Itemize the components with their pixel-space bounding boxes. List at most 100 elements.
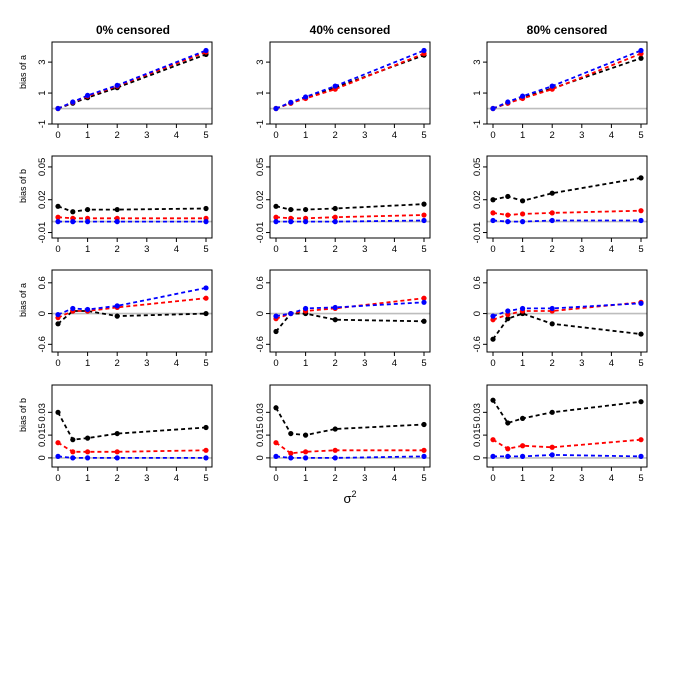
x-tick-label: 4 [174,358,179,369]
y-tick-label: -1 [255,120,266,128]
y-tick-label: 0.02 [37,190,48,209]
data-point-s1-1 [288,450,294,456]
x-tick-label: 3 [362,473,367,484]
series-line-0 [492,177,642,202]
series-line-0 [275,203,425,211]
series-line-0 [57,411,207,441]
x-tick-label: 1 [303,130,308,141]
data-point-s2-0 [273,313,279,319]
data-point-s1-4 [203,295,209,301]
x-tick-label: 1 [85,358,90,369]
x-tick-label: 2 [115,358,120,369]
data-point-s2-2 [85,219,91,225]
data-point-s2-2 [85,306,91,313]
data-point-s1-0 [490,317,496,323]
data-point-s0-4 [421,201,427,207]
data-point-s2-2 [303,455,309,461]
y-axis-label: bias of a [18,55,28,89]
y-tick-label: 0.05 [472,158,483,177]
data-point-s1-1 [505,212,511,218]
x-tick-label: 2 [333,473,338,484]
data-point-s2-0 [273,219,279,225]
data-point-s2-3 [114,303,120,309]
x-tick-label: 5 [421,244,426,255]
plot-frame [51,155,213,239]
x-tick-label: 5 [203,473,208,484]
plot-frame [486,269,648,353]
y-tick-label: 3 [37,59,48,64]
y-tick-label: 0 [255,311,266,316]
x-tick-label: 1 [520,473,525,484]
y-tick-label: 0.05 [255,158,266,177]
x-tick-label: 4 [392,244,397,255]
panel-r2-c0: 0 1 2 3 4 5 -0.6 0 0.6 bias of a [18,269,213,369]
x-tick-label: 0 [490,473,495,484]
series-line-1 [492,209,642,216]
panel-r1-c0: 0 1 2 3 4 5 -0.01 0.02 0.05 bias of b [18,155,213,255]
data-point-s2-3 [549,217,555,224]
data-point-s2-2 [520,93,526,99]
y-axis-label: bias of a [18,283,28,317]
y-tick-label: 0.03 [37,403,48,422]
x-tick-label: 3 [579,473,584,484]
y-tick-label: 3 [255,59,266,64]
data-point-s0-0 [273,328,279,335]
x-tick-label: 4 [609,473,614,484]
series-line-0 [275,312,425,333]
x-tick-label: 0 [55,473,60,484]
data-point-s2-4 [421,47,427,54]
data-point-s0-2 [303,432,309,438]
y-tick-label: 1 [472,90,483,95]
series-line-2 [493,453,642,458]
x-tick-label: 0 [273,473,278,484]
x-tick-label: 0 [273,358,278,369]
x-tick-label: 2 [550,358,555,369]
data-point-s1-0 [55,440,61,446]
data-point-s0-4 [421,421,427,428]
data-point-s2-3 [332,455,338,461]
x-tick-label: 4 [609,244,614,255]
data-point-s2-3 [549,305,555,312]
x-tick-label: 3 [362,244,367,255]
plot-frame [51,269,213,353]
data-point-s0-3 [549,321,555,327]
x-tick-label: 2 [115,473,120,484]
data-point-s1-0 [490,437,496,443]
panel-r0-c0: 0 1 2 3 4 5 -1 1 3 bias of a [18,41,213,141]
data-point-s0-0 [55,321,61,327]
data-point-s2-1 [288,219,294,225]
data-point-s1-0 [490,210,496,216]
series-line-1 [57,441,207,453]
data-point-s1-3 [549,444,555,450]
data-point-s1-3 [114,449,120,455]
data-point-s1-2 [520,211,526,217]
x-tick-label: 0 [490,244,495,255]
data-point-s0-4 [638,331,644,337]
x-axis-label-base: σ [343,491,351,506]
data-point-s2-1 [288,99,294,105]
x-tick-label: 1 [303,473,308,484]
data-point-s2-0 [55,311,61,318]
data-point-s0-1 [505,193,511,200]
data-point-s0-1 [288,206,294,213]
column-title-1: 40% censored [310,23,391,37]
plot-frame [269,41,431,125]
data-point-s0-4 [638,55,644,61]
y-tick-label: 0.6 [472,276,483,289]
data-point-s2-2 [520,453,526,459]
y-axis-label: bias of b [18,169,28,203]
y-tick-label: -0.6 [255,336,266,352]
y-tick-label: -1 [37,120,48,128]
data-point-s0-0 [273,203,279,209]
series-line-0 [492,399,642,425]
data-point-s0-3 [114,430,120,437]
data-point-s0-4 [421,318,427,324]
data-point-s1-0 [55,214,61,220]
data-point-s0-1 [70,437,76,443]
x-tick-label: 5 [638,130,643,141]
series-line-2 [275,49,425,110]
data-point-s1-0 [273,440,279,446]
x-tick-label: 1 [85,244,90,255]
data-point-s2-0 [55,453,61,459]
